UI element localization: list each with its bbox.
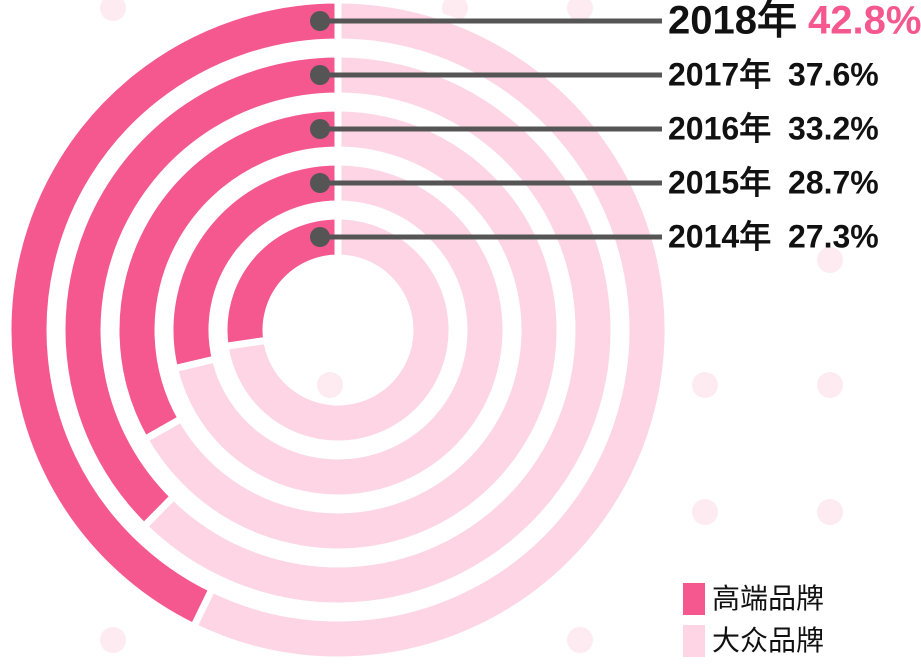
legend-label: 大众品牌 (712, 624, 824, 657)
legend-label: 高端品牌 (712, 582, 824, 615)
value-label: 37.6% (788, 56, 879, 92)
leader-dot (310, 227, 330, 247)
leader-dot (310, 119, 330, 139)
ring-segment (221, 212, 456, 448)
value-label: 28.7% (788, 164, 879, 200)
ring-segment (140, 104, 564, 556)
category-label: 2018年 (668, 0, 797, 43)
category-label: 2016年 (668, 110, 771, 146)
value-label: 42.8% (808, 0, 921, 43)
ring-segment (170, 158, 510, 502)
leader-dot (310, 173, 330, 193)
leader-dot (310, 65, 330, 85)
category-label: 2015年 (668, 164, 771, 200)
legend-swatch (683, 583, 705, 615)
leader-dot (310, 11, 330, 31)
legend-swatch (683, 625, 705, 657)
value-label: 33.2% (788, 110, 879, 146)
category-label: 2014年 (668, 218, 771, 254)
ring-segment (139, 50, 618, 610)
ring-segment (189, 0, 672, 664)
category-label: 2017年 (668, 56, 771, 92)
background-dots (100, 0, 843, 653)
value-label: 27.3% (788, 218, 879, 254)
